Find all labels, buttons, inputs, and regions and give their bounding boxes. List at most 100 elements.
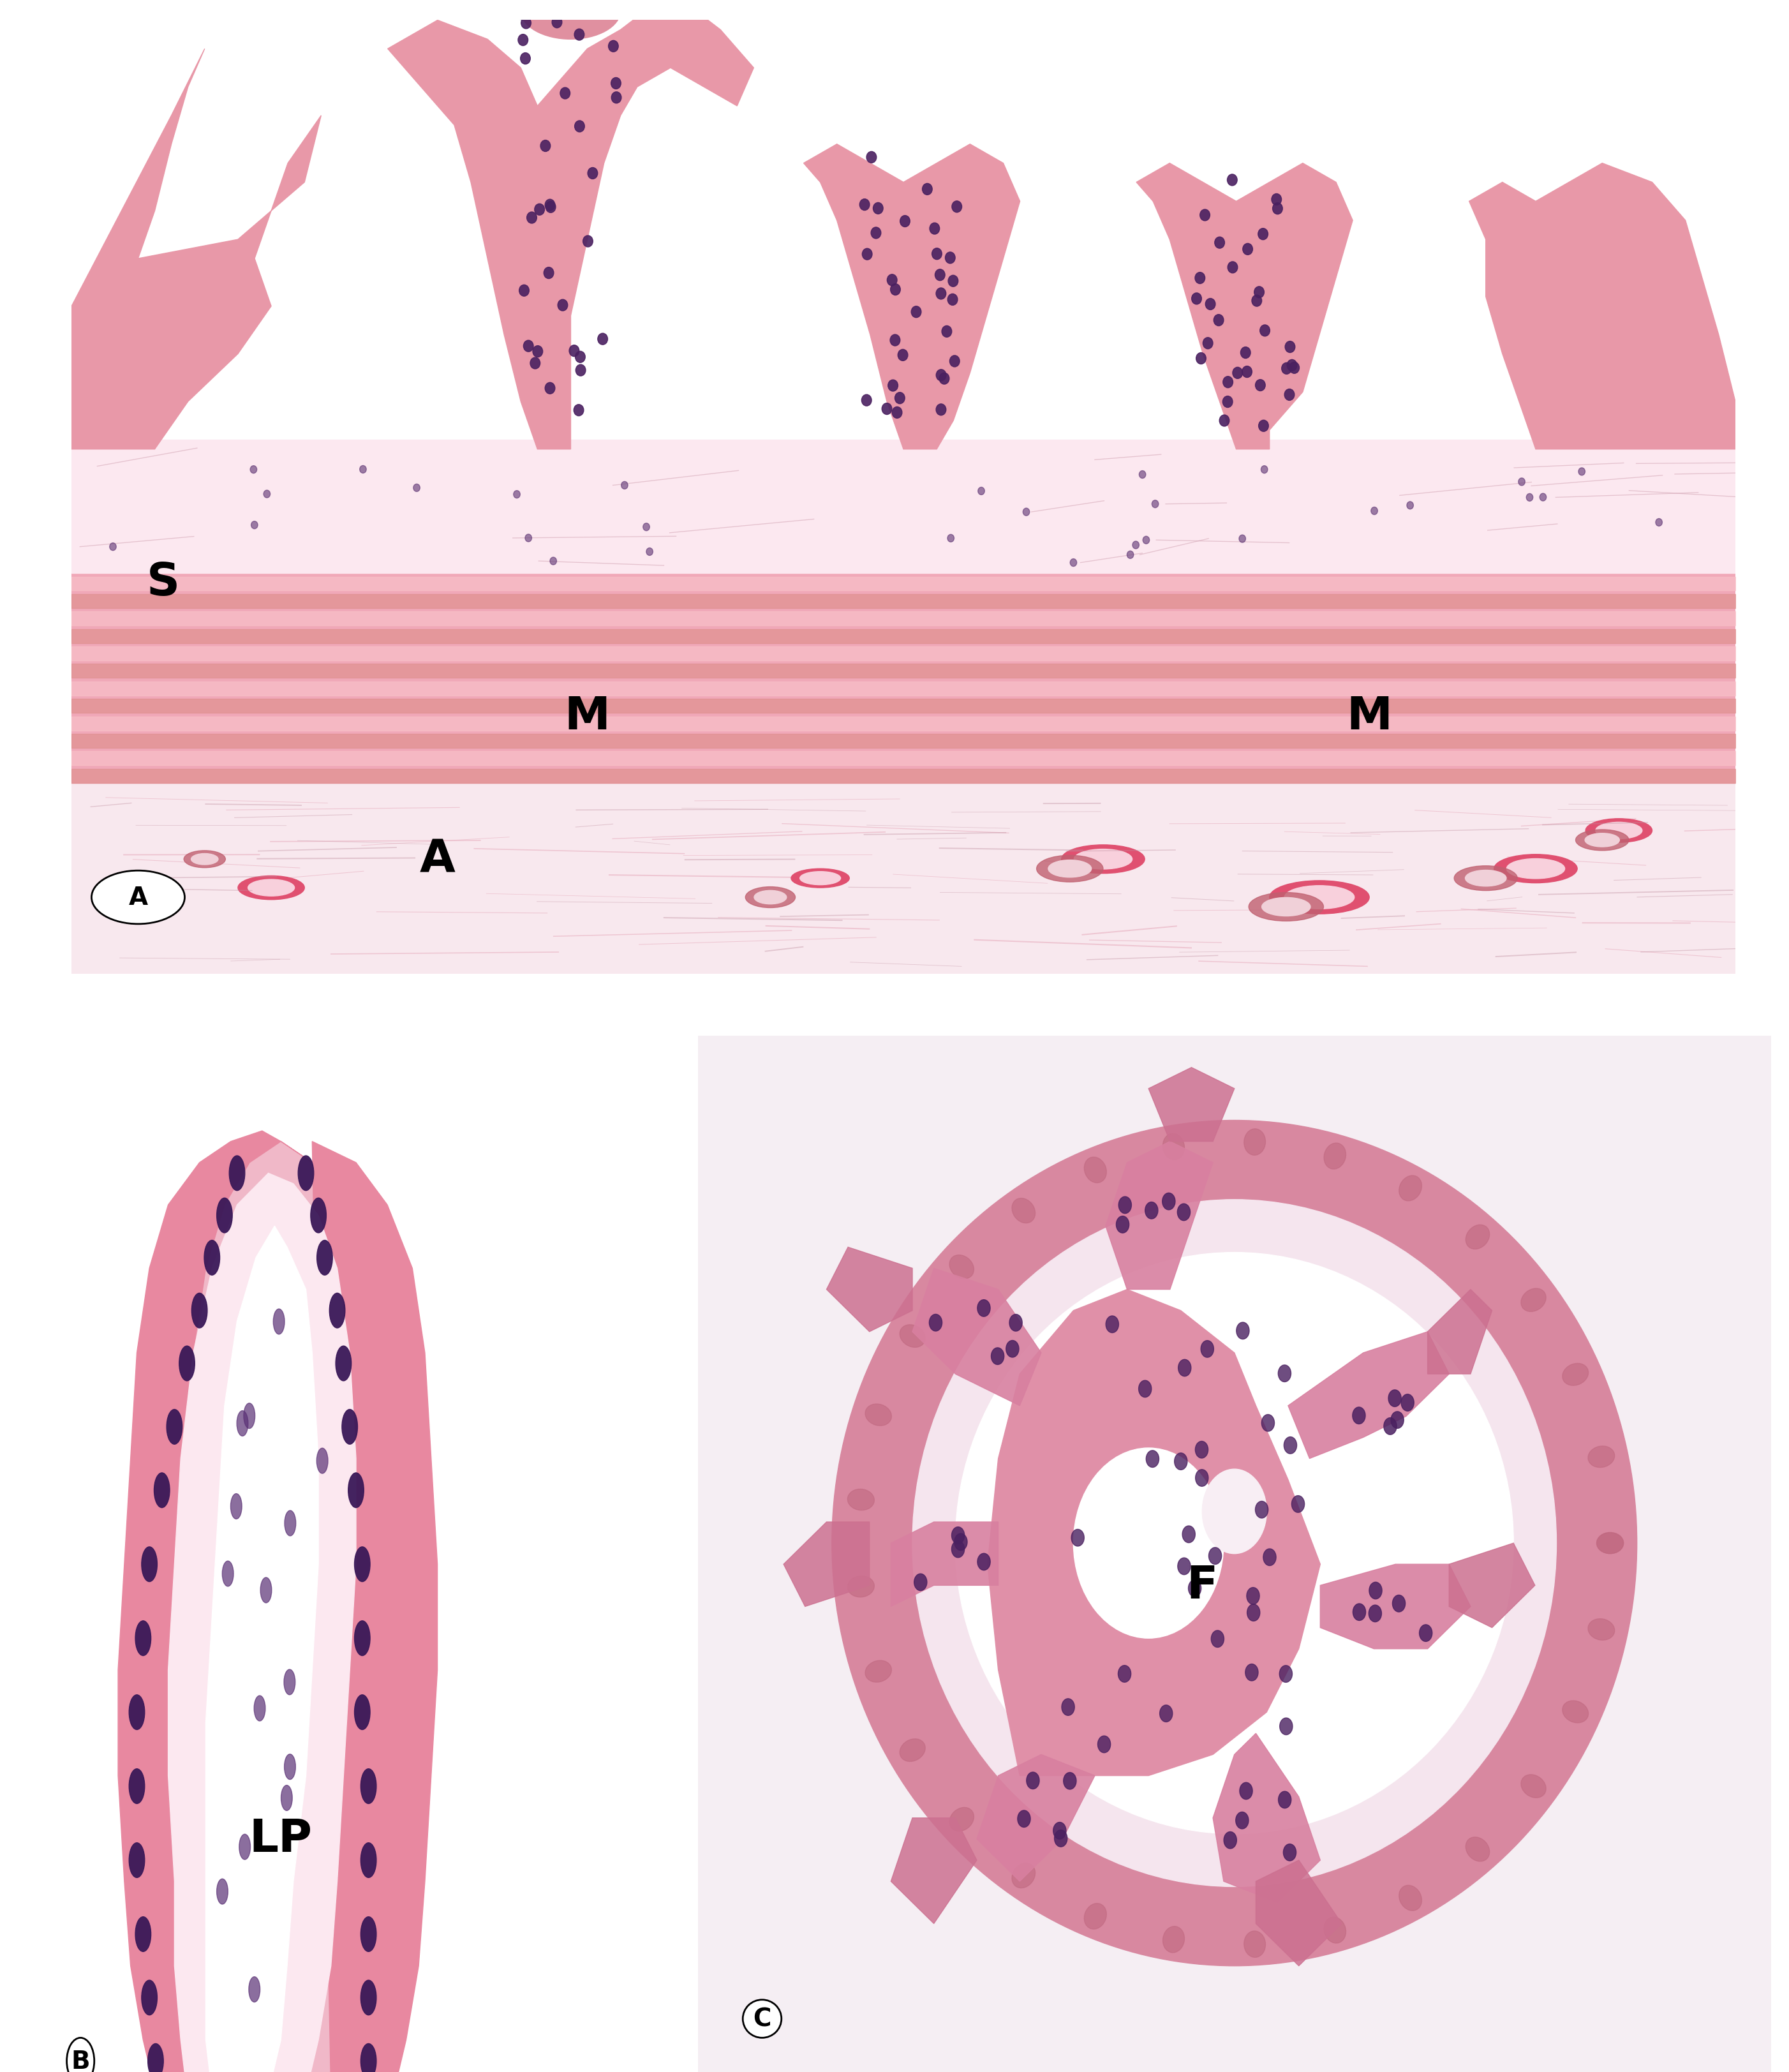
Ellipse shape: [521, 0, 621, 39]
Ellipse shape: [936, 288, 946, 300]
Ellipse shape: [882, 404, 893, 414]
Ellipse shape: [129, 1695, 145, 1730]
Ellipse shape: [1213, 315, 1224, 327]
Ellipse shape: [1240, 535, 1245, 543]
Ellipse shape: [1174, 1452, 1188, 1469]
Ellipse shape: [1285, 342, 1295, 352]
Ellipse shape: [923, 184, 932, 195]
Ellipse shape: [1272, 195, 1281, 205]
Ellipse shape: [936, 269, 945, 282]
Ellipse shape: [263, 491, 270, 497]
Ellipse shape: [1589, 1446, 1615, 1467]
Ellipse shape: [1399, 1175, 1422, 1202]
Ellipse shape: [1195, 1469, 1208, 1486]
Ellipse shape: [1406, 501, 1413, 510]
Ellipse shape: [354, 1620, 370, 1656]
Ellipse shape: [1084, 1904, 1106, 1929]
Ellipse shape: [1285, 887, 1354, 910]
Ellipse shape: [284, 1670, 295, 1695]
Ellipse shape: [1233, 367, 1243, 379]
Ellipse shape: [361, 1769, 376, 1805]
Ellipse shape: [136, 1620, 150, 1656]
Ellipse shape: [1465, 1225, 1490, 1249]
Ellipse shape: [336, 1347, 351, 1382]
Ellipse shape: [1183, 1525, 1195, 1544]
Ellipse shape: [517, 8, 526, 21]
Ellipse shape: [526, 535, 531, 543]
Ellipse shape: [952, 1542, 964, 1558]
Text: M: M: [564, 694, 610, 738]
Polygon shape: [72, 50, 322, 450]
Ellipse shape: [977, 1554, 991, 1571]
Ellipse shape: [1252, 296, 1261, 307]
Ellipse shape: [952, 201, 962, 213]
Ellipse shape: [544, 267, 555, 280]
Ellipse shape: [250, 522, 258, 528]
Ellipse shape: [1519, 479, 1524, 487]
Ellipse shape: [1240, 348, 1251, 358]
Ellipse shape: [361, 1981, 376, 2016]
Ellipse shape: [1140, 470, 1145, 479]
Ellipse shape: [231, 1494, 242, 1519]
Ellipse shape: [521, 19, 531, 29]
Circle shape: [91, 870, 184, 924]
Ellipse shape: [1036, 856, 1104, 883]
Ellipse shape: [891, 284, 900, 296]
Ellipse shape: [900, 215, 911, 228]
Ellipse shape: [1211, 1631, 1224, 1647]
Ellipse shape: [887, 276, 896, 286]
Ellipse shape: [1163, 1133, 1184, 1160]
Ellipse shape: [136, 1917, 150, 1952]
Ellipse shape: [979, 487, 984, 495]
Ellipse shape: [1163, 1193, 1175, 1210]
Ellipse shape: [898, 350, 907, 361]
Ellipse shape: [1392, 1595, 1406, 1612]
Ellipse shape: [1419, 1624, 1433, 1641]
Ellipse shape: [1383, 1417, 1397, 1434]
Ellipse shape: [646, 549, 653, 555]
Ellipse shape: [243, 1403, 256, 1430]
Polygon shape: [175, 1142, 374, 2072]
Ellipse shape: [281, 1786, 292, 1811]
Polygon shape: [784, 1523, 869, 1606]
Ellipse shape: [1243, 1129, 1265, 1156]
Polygon shape: [977, 1755, 1095, 1881]
Ellipse shape: [361, 1842, 376, 1877]
Ellipse shape: [361, 2043, 376, 2072]
Ellipse shape: [148, 2043, 163, 2072]
Ellipse shape: [746, 887, 796, 908]
Ellipse shape: [911, 307, 921, 319]
Ellipse shape: [859, 199, 869, 211]
Text: B: B: [72, 2049, 89, 2072]
Ellipse shape: [1005, 1341, 1020, 1357]
Ellipse shape: [1256, 1502, 1268, 1519]
Polygon shape: [891, 1523, 998, 1606]
Ellipse shape: [1132, 541, 1140, 549]
Ellipse shape: [329, 1293, 345, 1328]
Ellipse shape: [349, 1473, 363, 1508]
Ellipse shape: [862, 396, 871, 406]
Ellipse shape: [954, 1533, 968, 1550]
Polygon shape: [1320, 1564, 1471, 1649]
Ellipse shape: [1369, 1583, 1383, 1600]
Ellipse shape: [1259, 325, 1270, 338]
Ellipse shape: [1585, 833, 1619, 847]
Ellipse shape: [141, 1981, 157, 2016]
Ellipse shape: [360, 466, 367, 474]
Ellipse shape: [1054, 1830, 1068, 1846]
Ellipse shape: [1596, 823, 1642, 839]
Ellipse shape: [1285, 1438, 1297, 1455]
Ellipse shape: [1562, 1363, 1589, 1386]
Ellipse shape: [1084, 1158, 1106, 1183]
Ellipse shape: [546, 201, 556, 213]
Ellipse shape: [848, 1577, 875, 1598]
Text: C: C: [753, 2006, 771, 2031]
Ellipse shape: [535, 205, 544, 215]
Polygon shape: [988, 1289, 1320, 1776]
Ellipse shape: [950, 1807, 973, 1832]
Ellipse shape: [1138, 1380, 1152, 1397]
Ellipse shape: [1254, 286, 1265, 298]
Ellipse shape: [1263, 1550, 1276, 1566]
Ellipse shape: [317, 1241, 333, 1276]
Ellipse shape: [1589, 1618, 1615, 1641]
